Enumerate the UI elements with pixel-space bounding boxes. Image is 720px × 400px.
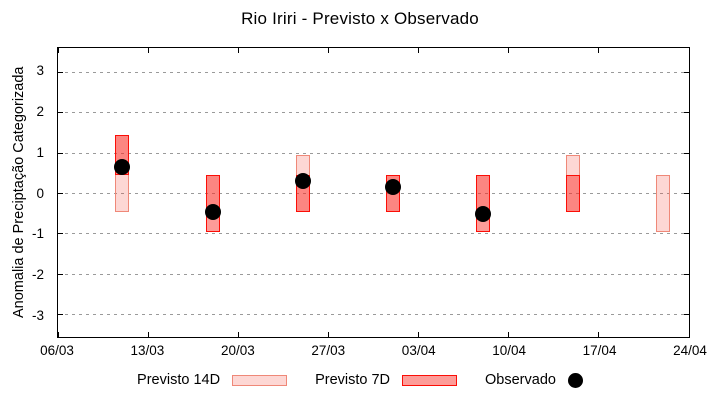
y-tick-left <box>58 193 63 194</box>
y-tick-left <box>58 314 63 316</box>
observed-dot <box>114 159 131 176</box>
x-tick-label: 13/03 <box>130 343 165 358</box>
x-tick-top <box>327 48 329 53</box>
gridline-y-2 <box>58 273 689 275</box>
plot-area <box>57 47 690 338</box>
y-tick-label: -3 <box>31 307 44 323</box>
gridline-y3 <box>58 71 689 73</box>
legend-item: Observado <box>485 372 583 388</box>
y-tick-label: 3 <box>36 63 44 79</box>
y-tick-right <box>684 233 689 235</box>
x-tick-label: 24/04 <box>673 343 707 358</box>
x-tick-label: 03/04 <box>401 343 436 358</box>
x-tick-bottom <box>237 332 239 337</box>
gridline-y-3 <box>58 314 689 316</box>
forecast-7d-bar <box>475 175 490 232</box>
x-tick-label: 27/03 <box>311 343 346 358</box>
legend-item: Previsto 7D <box>315 372 458 388</box>
x-tick-top <box>57 48 59 53</box>
legend-item-label: Previsto 7D <box>315 372 391 388</box>
legend-item-label: Previsto 14D <box>137 372 221 388</box>
x-tick-bottom <box>598 332 600 337</box>
x-tick-label: 20/03 <box>220 343 255 358</box>
gridline-y0 <box>58 193 689 194</box>
y-tick-left <box>58 152 63 154</box>
x-tick-top <box>688 48 690 53</box>
legend-item: Previsto 14D <box>137 372 288 388</box>
y-tick-right <box>684 71 689 73</box>
x-tick-bottom <box>147 332 149 337</box>
y-tick-label: 0 <box>36 185 44 201</box>
x-tick-top <box>237 48 239 53</box>
y-tick-right <box>684 152 689 154</box>
x-tick-label: 17/04 <box>582 343 617 358</box>
y-tick-label: 1 <box>36 144 44 160</box>
y-tick-right <box>684 273 689 275</box>
y-tick-left <box>58 71 63 73</box>
legend-swatch-previsto-14d <box>232 374 288 386</box>
gridline-y1 <box>58 152 689 154</box>
x-tick-label: 06/03 <box>40 343 74 358</box>
observed-dot <box>204 203 221 220</box>
legend-observed-dot <box>567 372 583 388</box>
observed-dot <box>384 179 401 196</box>
y-tick-left <box>58 112 63 114</box>
y-tick-right <box>684 193 689 194</box>
chart-title: Rio Iriri - Previsto x Observado <box>241 9 479 28</box>
x-tick-top <box>598 48 600 53</box>
x-tick-top <box>508 48 510 53</box>
y-tick-right <box>684 314 689 316</box>
gridline-y2 <box>58 112 689 114</box>
y-tick-left <box>58 233 63 235</box>
legend-swatch-previsto-7d <box>402 374 458 386</box>
x-tick-bottom <box>418 332 420 337</box>
y-tick-right <box>684 112 689 114</box>
x-tick-top <box>147 48 149 53</box>
legend-item-label: Observado <box>485 372 556 388</box>
y-tick-label: -2 <box>31 266 44 282</box>
x-tick-label: 10/04 <box>492 343 527 358</box>
y-tick-left <box>58 273 63 275</box>
observed-dot <box>294 173 311 190</box>
y-tick-label: -1 <box>31 226 44 242</box>
legend: Previsto 14D Previsto 7D Observado <box>0 369 720 391</box>
x-tick-bottom <box>327 332 329 337</box>
x-tick-bottom <box>57 332 59 337</box>
y-tick-label: 2 <box>36 104 44 120</box>
gridline-y-1 <box>58 233 689 235</box>
observed-dot <box>474 205 491 222</box>
x-tick-top <box>418 48 420 53</box>
x-tick-bottom <box>688 332 690 337</box>
x-tick-bottom <box>508 332 510 337</box>
forecast-7d-bar <box>566 175 581 212</box>
forecast-14d-bar <box>656 175 671 232</box>
